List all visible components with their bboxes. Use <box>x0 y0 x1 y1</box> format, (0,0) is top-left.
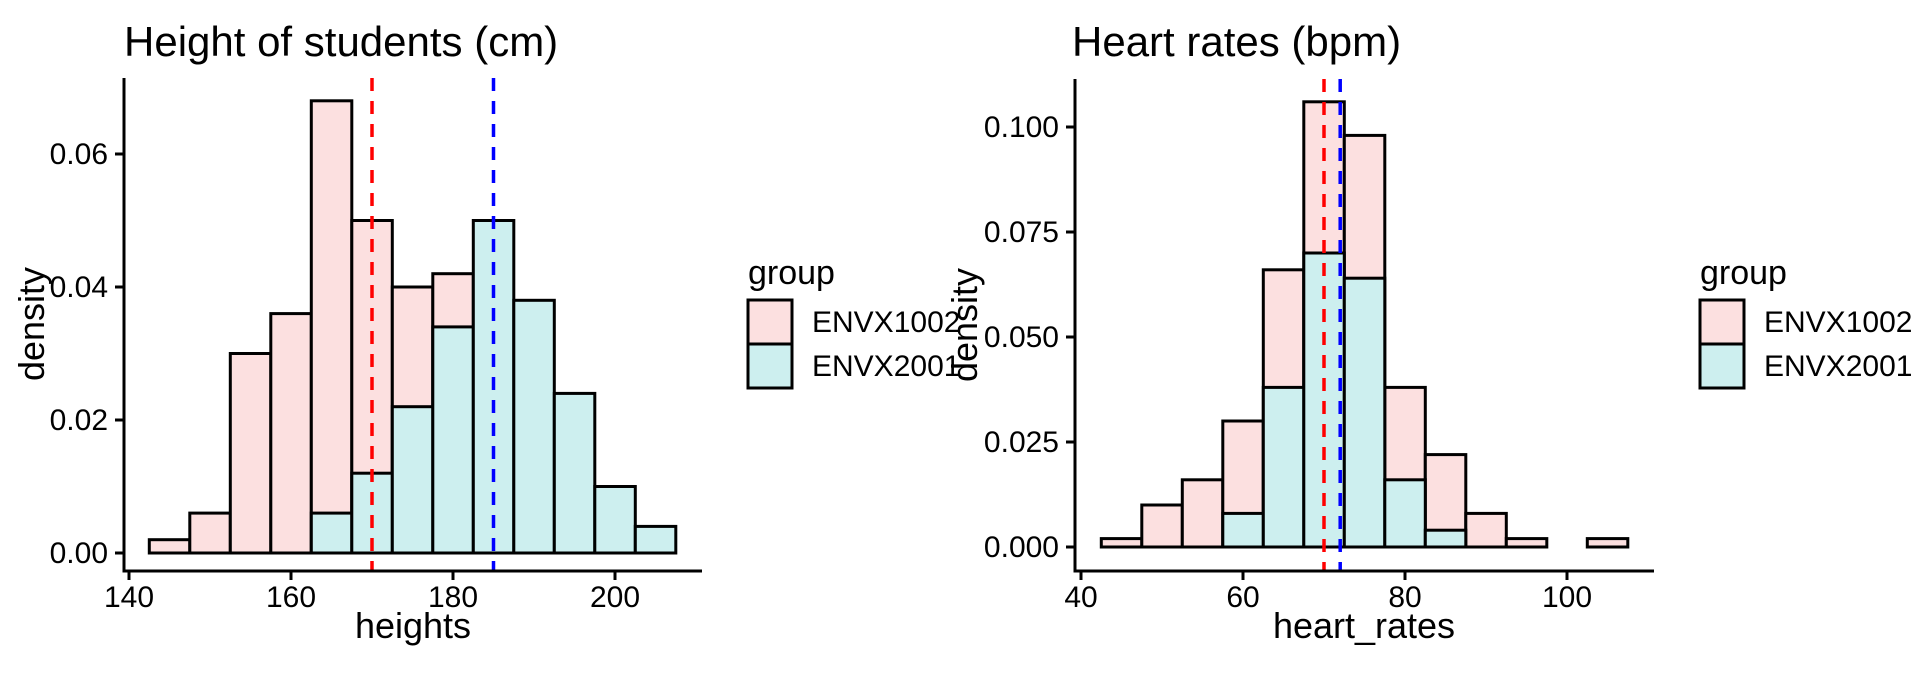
legend-title: group <box>748 254 835 292</box>
histogram-bar-envx1002 <box>147 538 192 555</box>
histogram-bar-envx1002 <box>1464 511 1508 549</box>
x-tick-label: 40 <box>1064 581 1097 614</box>
histogram-bar-envx2001 <box>552 391 597 555</box>
histogram-bar-envx1002 <box>1504 537 1549 549</box>
histogram-bar-envx2001 <box>1423 528 1468 549</box>
y-axis-title-heart-rates: density <box>944 268 985 382</box>
histogram-bar-envx1002 <box>1140 503 1184 549</box>
legend-label-envx2001: ENVX2001 <box>1764 350 1912 383</box>
histogram-bar-envx2001 <box>1221 511 1265 549</box>
histogram-bar-envx1002 <box>309 99 354 555</box>
histogram-bar-envx2001 <box>593 485 637 555</box>
legend-swatch-envx2001 <box>1698 342 1746 390</box>
histogram-bar-envx1002 <box>228 352 273 555</box>
legend-label-envx1002: ENVX1002 <box>1764 306 1912 339</box>
x-tick-label: 100 <box>1542 581 1592 614</box>
x-tick-label: 60 <box>1226 581 1259 614</box>
y-tick-label: 0.04 <box>50 271 108 304</box>
histogram-bar-envx2001 <box>309 511 354 555</box>
histogram-bar-envx1002 <box>1180 478 1225 549</box>
x-tick-label: 160 <box>266 581 316 614</box>
histogram-bar-envx1002 <box>1585 537 1630 549</box>
y-tick-label: 0.00 <box>50 537 108 570</box>
chart-heights-panel: 140 160 180 200 0.00 0.02 0.04 0.06 <box>50 78 702 614</box>
histogram-bar-envx1002 <box>269 312 313 555</box>
y-tick-label: 0.050 <box>984 321 1059 354</box>
x-tick-label: 80 <box>1388 581 1421 614</box>
histogram-bar-envx1002 <box>188 511 232 555</box>
x-tick-label: 140 <box>104 581 154 614</box>
legend-label-envx1002: ENVX1002 <box>812 306 960 339</box>
legend-swatch-envx2001 <box>746 342 794 390</box>
legend-heights-swatches <box>746 298 794 390</box>
x-tick-label: 200 <box>590 581 640 614</box>
legend-heart-rates-swatches <box>1698 298 1746 390</box>
chart-title-heart-rates: Heart rates (bpm) <box>1072 18 1401 65</box>
legend-swatch-envx1002 <box>1698 298 1746 346</box>
x-axis-title-heart-rates: heart_rates <box>1273 605 1455 646</box>
y-tick-label: 0.075 <box>984 216 1059 249</box>
chart-heart-rates-panel: 40 60 80 100 0.000 0.025 0.050 0.075 0.100 <box>984 79 1654 614</box>
y-tick-label: 0.02 <box>50 404 108 437</box>
legend-title: group <box>1700 254 1787 292</box>
y-tick-label: 0.000 <box>984 531 1059 564</box>
y-axis-title-heights: density <box>11 267 52 381</box>
histogram-bar-envx2001 <box>1261 385 1306 549</box>
histogram-bar-envx2001 <box>390 405 435 555</box>
histogram-bar-envx1002 <box>1099 537 1144 549</box>
histogram-bar-envx2001 <box>512 298 556 555</box>
histogram-bar-envx2001 <box>633 524 678 555</box>
legend-swatch-envx1002 <box>746 298 794 346</box>
y-tick-label: 0.06 <box>50 138 108 171</box>
y-tick-label: 0.100 <box>984 111 1059 144</box>
x-axis-title-heights: heights <box>355 605 471 646</box>
histogram-bar-envx2001 <box>1383 478 1427 549</box>
y-tick-label: 0.025 <box>984 426 1059 459</box>
legend-label-envx2001: ENVX2001 <box>812 350 960 383</box>
histogram-bar-envx2001 <box>431 325 475 555</box>
chart-title-heights: Height of students (cm) <box>124 18 558 65</box>
histogram-bar-envx2001 <box>1342 276 1387 549</box>
x-tick-label: 180 <box>428 581 478 614</box>
